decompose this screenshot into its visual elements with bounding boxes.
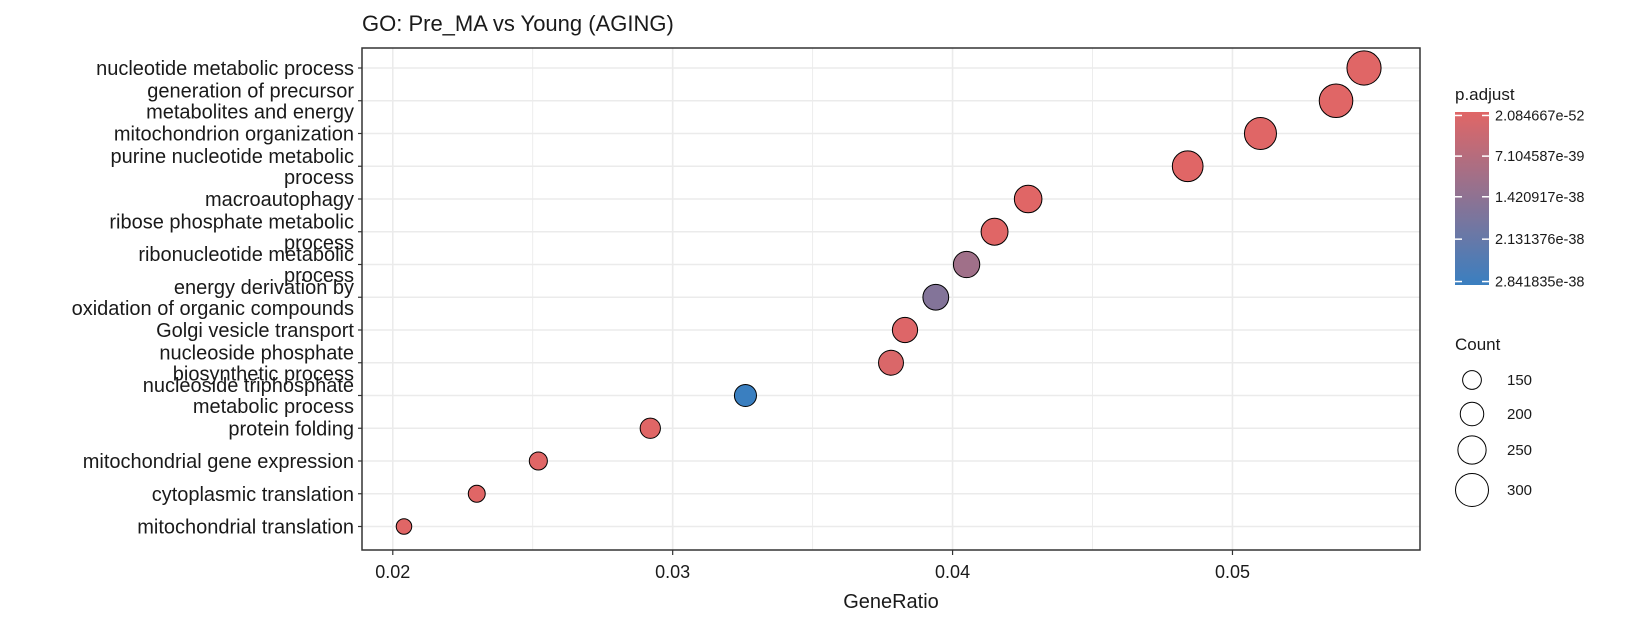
data-point [952, 250, 981, 279]
size-legend-label: 250 [1507, 442, 1532, 459]
data-point [891, 316, 919, 344]
y-axis-label: mitochondrial gene expression [83, 451, 354, 473]
plot-panel-border [361, 47, 1421, 551]
y-axis-label: generation of precursor metabolites and e… [146, 80, 354, 123]
x-axis-tick-label: 0.05 [1215, 562, 1250, 582]
data-point [1346, 50, 1382, 86]
color-legend-bar [1455, 112, 1489, 285]
size-legend-label: 300 [1507, 482, 1532, 499]
x-axis-ticks: 0.02 0.03 0.04 0.05 [375, 550, 1250, 582]
size-legend-items: 150 200 250 300 [1455, 370, 1532, 507]
x-axis-title: GeneRatio [843, 591, 939, 613]
data-point [980, 217, 1009, 246]
color-legend-label: 2.841835e-38 [1495, 275, 1585, 291]
y-axis-label: mitochondrion organization [114, 124, 354, 146]
size-legend-circle [1457, 435, 1487, 465]
data-point [528, 451, 548, 471]
size-legend: Count 150 200 250 300 [1455, 335, 1532, 507]
y-axis-label: ribonucleotide metabolic process [138, 244, 354, 287]
size-legend-label: 200 [1507, 406, 1532, 423]
x-axis-tick-label: 0.03 [655, 562, 690, 582]
y-axis-label: nucleotide metabolic process [96, 58, 354, 80]
color-legend: p.adjust 2.084667e-52 7.104587e-39 1.42091… [1455, 85, 1585, 291]
y-axis-label: energy derivation by oxidation of organic… [72, 277, 354, 320]
data-point [1013, 184, 1043, 214]
color-legend-title: p.adjust [1455, 85, 1515, 104]
y-axis-label: nucleoside triphosphate metabolic process [143, 375, 354, 418]
size-legend-circle [1455, 473, 1489, 507]
x-axis-tick-label: 0.02 [375, 562, 410, 582]
y-axis-label: macroautophagy [205, 189, 354, 211]
size-legend-title: Count [1455, 335, 1501, 354]
data-point [878, 349, 904, 376]
data-point [1171, 150, 1204, 183]
y-axis-label: mitochondrial translation [137, 517, 354, 539]
size-legend-circle [1462, 370, 1482, 390]
color-legend-label: 1.420917e-38 [1495, 190, 1585, 206]
y-axis-label: protein folding [228, 418, 354, 440]
y-axis-label: Golgi vesicle transport [156, 320, 354, 342]
color-legend-label: 2.084667e-52 [1495, 108, 1585, 124]
color-legend-label: 7.104587e-39 [1495, 149, 1585, 165]
data-point [1318, 83, 1354, 119]
data-point [733, 383, 757, 408]
data-points [395, 50, 1382, 535]
y-axis-label: ribose phosphate metabolic process [109, 211, 354, 254]
color-legend-labels: 2.084667e-52 7.104587e-39 1.420917e-38 2.13… [1455, 108, 1585, 291]
size-legend-circle [1459, 401, 1485, 427]
data-point [1243, 116, 1277, 151]
chart-title: GO: Pre_MA vs Young (AGING) [362, 11, 674, 36]
color-legend-label: 2.131376e-38 [1495, 232, 1585, 248]
data-point [922, 283, 950, 311]
grid-lines [362, 48, 1420, 550]
size-legend-label: 150 [1507, 372, 1532, 389]
x-axis-tick-label: 0.04 [935, 562, 970, 582]
data-point [639, 417, 661, 439]
y-axis-label: nucleoside phosphate biosynthetic process [159, 342, 354, 385]
data-point [467, 484, 486, 503]
data-point [395, 518, 413, 535]
y-axis-label: cytoplasmic translation [152, 484, 354, 506]
y-axis-label: purine nucleotide metabolic process [111, 146, 355, 189]
